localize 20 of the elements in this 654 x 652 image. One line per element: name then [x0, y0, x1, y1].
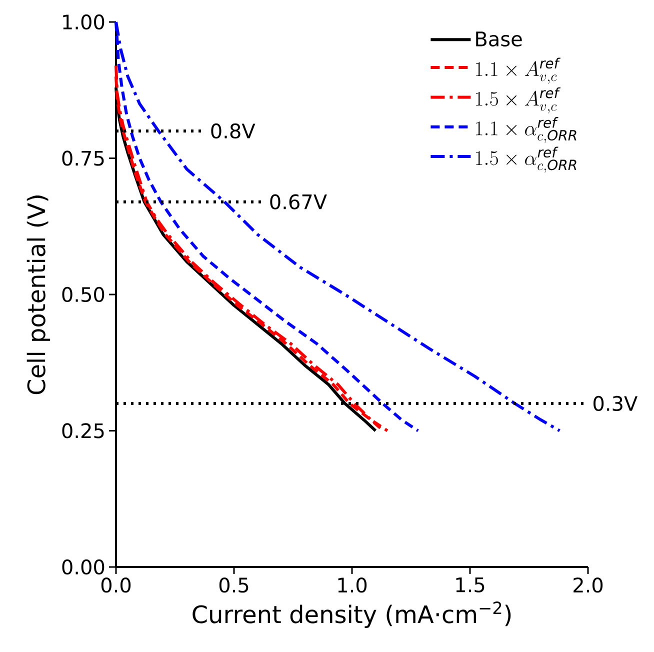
y-tick-label: 0.75	[62, 150, 104, 166]
legend-label: Base	[476, 32, 522, 46]
legend-label: $1.1\times \alpha^{\mathit{ref}}_{c,\mathit{ORR}}$	[476, 117, 576, 144]
legend-label: $1.5\times \alpha^{\mathit{ref}}_{c,\mathit{ORR}}$	[476, 146, 576, 173]
x-tick-label: 0.0	[101, 578, 131, 593]
y-tick-label: 0.50	[62, 286, 104, 302]
y-tick-label: 1.00	[63, 14, 104, 30]
x-tick-label: 1.5	[456, 578, 484, 592]
y-axis-title: Cell potential (V)	[26, 196, 50, 394]
x-axis-title: Current density (mA·cm$^{−2}$)	[192, 602, 511, 628]
x-tick-label: 1.0	[338, 578, 367, 593]
x-tick-label: 2.0	[574, 578, 603, 593]
y-tick-label: 0.00	[62, 559, 104, 575]
legend-label: $1.1\times A^{\mathit{ref}}_{v,c}$	[476, 58, 560, 84]
annotation: 0.67V	[270, 194, 327, 210]
x-tick-label: 0.5	[219, 578, 248, 593]
annotation: 0.3V	[594, 396, 638, 412]
y-tick-label: 0.25	[62, 423, 104, 438]
annotation: 0.8V	[211, 123, 256, 139]
legend-label: $1.5\times A^{\mathit{ref}}_{v,c}$	[476, 87, 560, 114]
